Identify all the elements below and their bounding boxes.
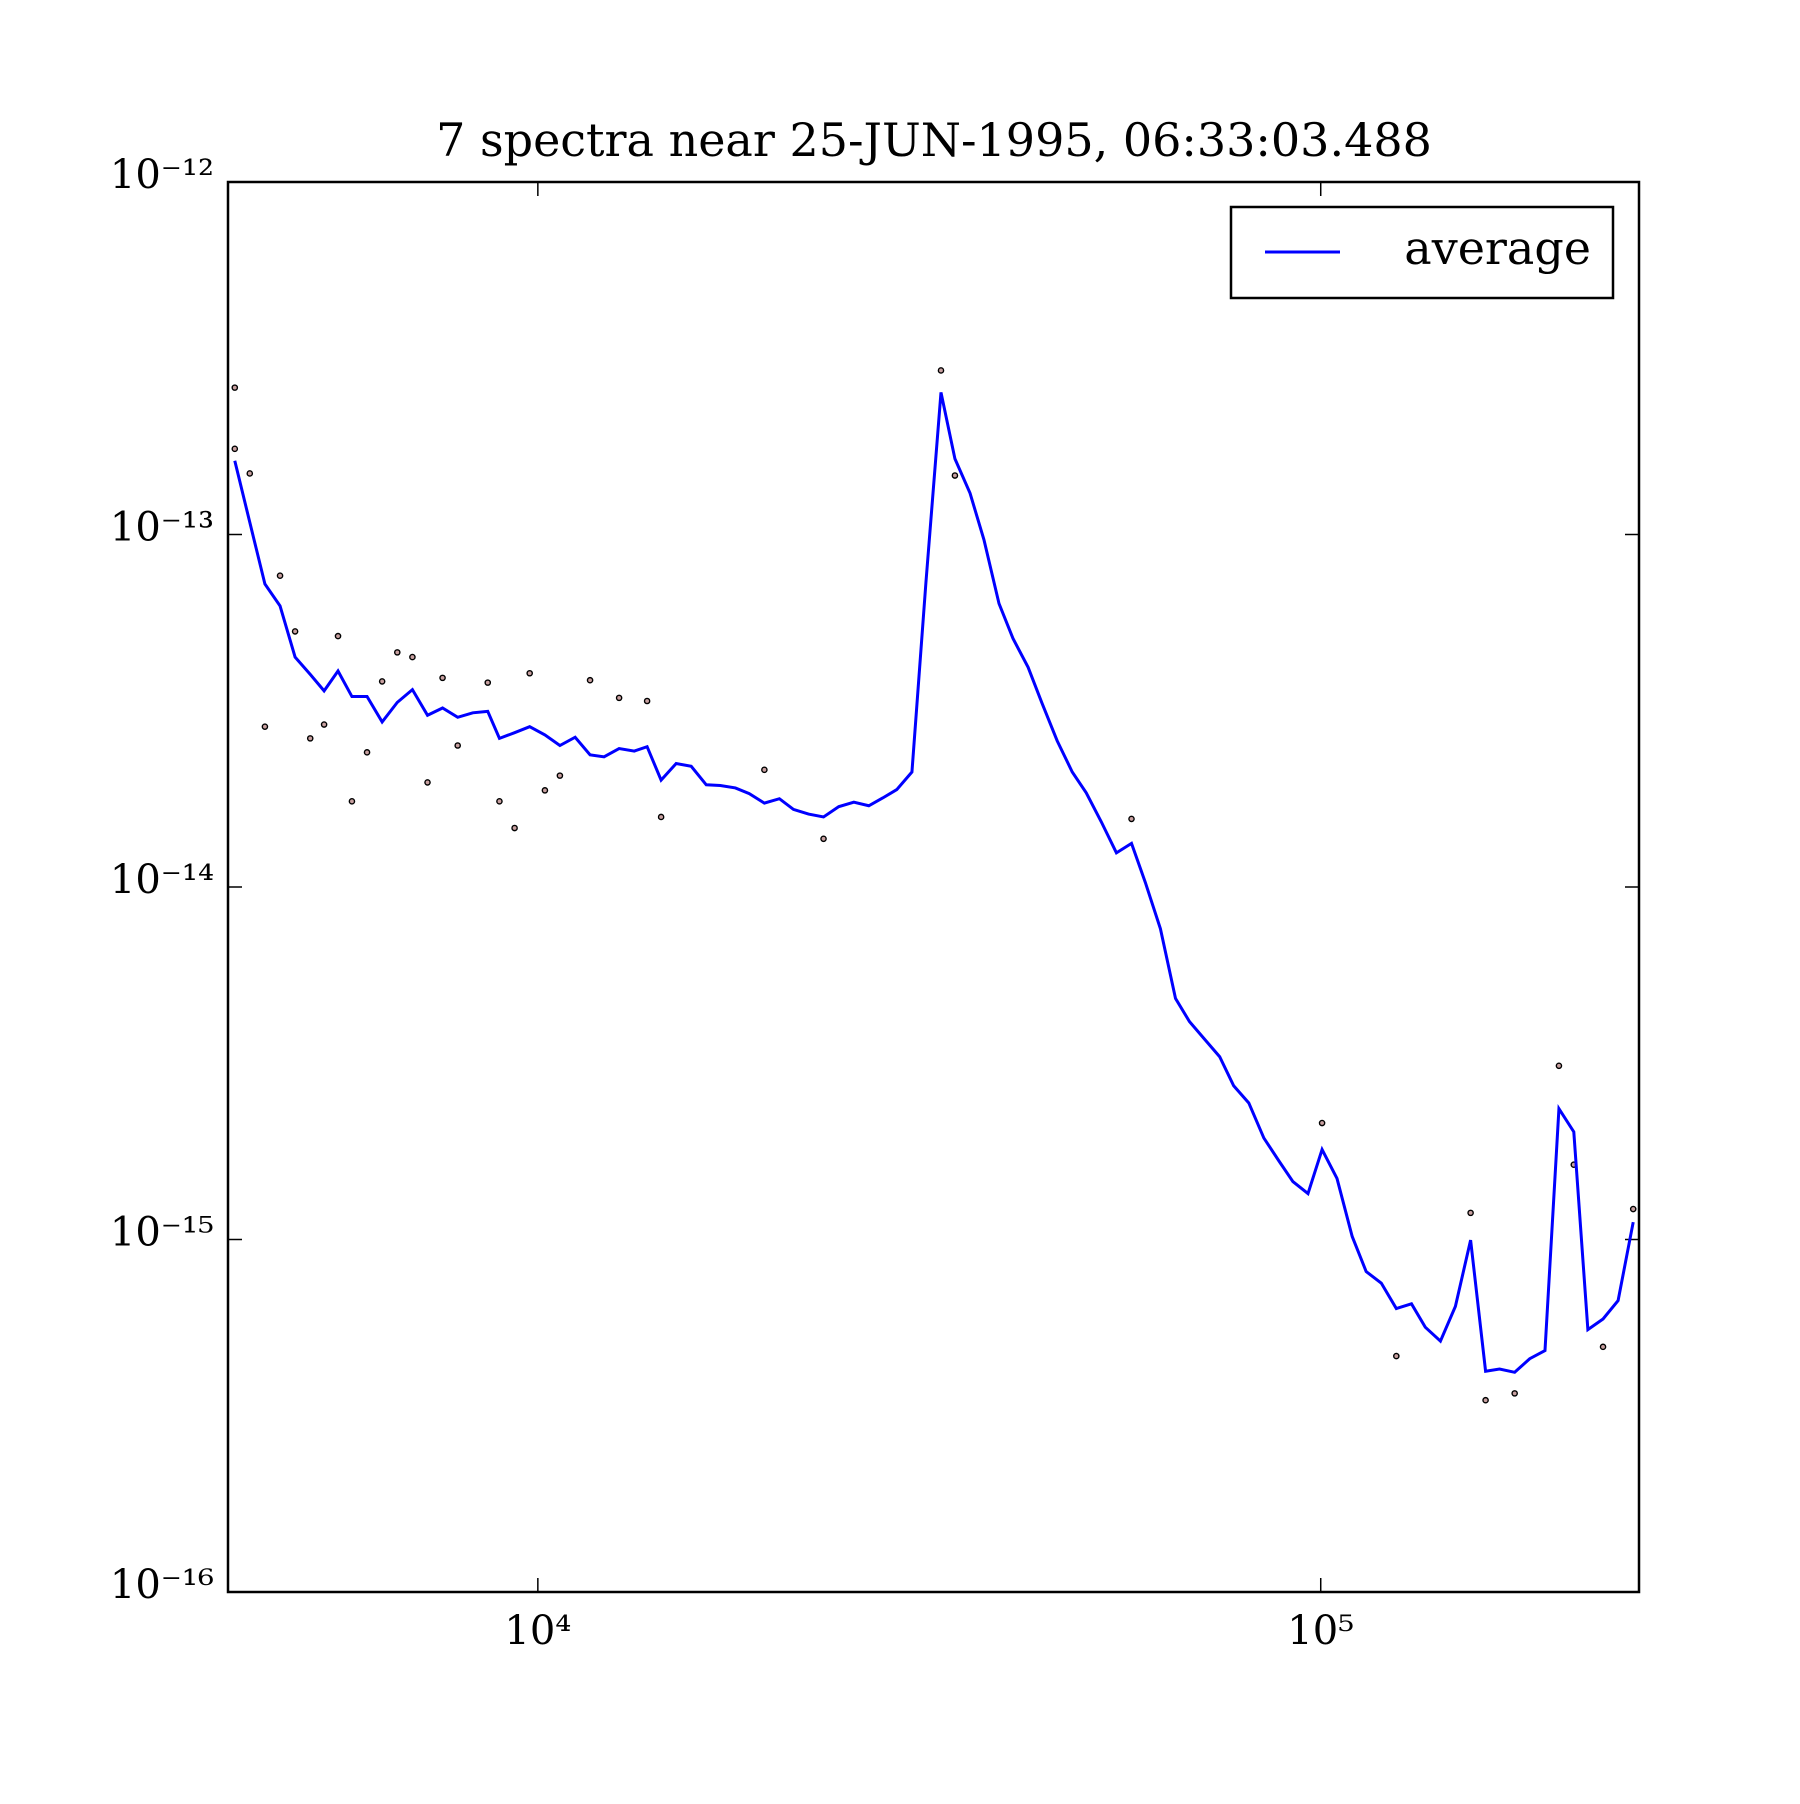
spectrum-point	[1393, 1352, 1400, 1360]
average-line	[233, 392, 1635, 1374]
x-tick-label: 10⁵	[1287, 1608, 1354, 1654]
x-tick-label: 10⁴	[504, 1608, 571, 1654]
spectrum-point	[556, 772, 564, 779]
spectrum-point	[246, 470, 254, 477]
spectrum-point	[231, 384, 239, 391]
spectrum-point	[424, 779, 431, 786]
spectrum-point	[1555, 1062, 1563, 1070]
spectrum-point	[761, 766, 768, 774]
spectrum-point	[454, 742, 461, 749]
spectrum-point	[484, 679, 492, 686]
spectrum-point	[511, 824, 518, 832]
spectrum-point	[348, 798, 356, 805]
spectrum-point	[363, 749, 371, 756]
spectrum-point	[1128, 815, 1135, 823]
legend-label: average	[1404, 221, 1591, 275]
spectrum-point	[334, 632, 342, 640]
spectrum-point	[231, 445, 239, 453]
spectrum-point	[586, 676, 594, 684]
spectrum-point	[291, 628, 299, 635]
spectrum-point	[320, 721, 328, 728]
spectrum-point	[526, 669, 533, 677]
spectrum-point	[378, 678, 386, 685]
y-tick-label: 10⁻¹⁶	[110, 1562, 214, 1608]
spectrum-point	[937, 367, 945, 374]
y-tick-label: 10⁻¹²	[110, 152, 214, 198]
chart-title: 7 spectra near 25-JUN-1995, 06:33:03.488	[436, 113, 1432, 167]
spectrum-point	[615, 694, 623, 702]
spectrum-point	[1511, 1390, 1518, 1397]
spectrum-point	[643, 697, 651, 705]
spectrum-point	[1482, 1396, 1489, 1404]
spectrum-point	[439, 674, 446, 682]
spectrum-point	[1629, 1205, 1637, 1213]
spectrum-point	[393, 649, 401, 656]
y-tick-label: 10⁻¹⁵	[110, 1210, 214, 1256]
spectrum-point	[409, 653, 416, 661]
spectrum-point	[1318, 1119, 1326, 1127]
spectrum-point	[951, 472, 959, 479]
plot-frame	[226, 180, 1641, 1594]
spectrum-point	[541, 787, 549, 794]
y-tick-label: 10⁻¹⁴	[110, 857, 214, 903]
spectrum-point	[306, 735, 314, 742]
spectrum-point	[276, 572, 284, 580]
spectrum-point	[1467, 1209, 1474, 1217]
spectrum-point	[820, 835, 827, 843]
spectrum-point	[1599, 1343, 1607, 1351]
spectrum-point	[261, 723, 269, 730]
y-tick-label: 10⁻¹³	[110, 505, 214, 551]
spectrum-point	[496, 798, 503, 805]
spectrum-point	[657, 813, 665, 821]
